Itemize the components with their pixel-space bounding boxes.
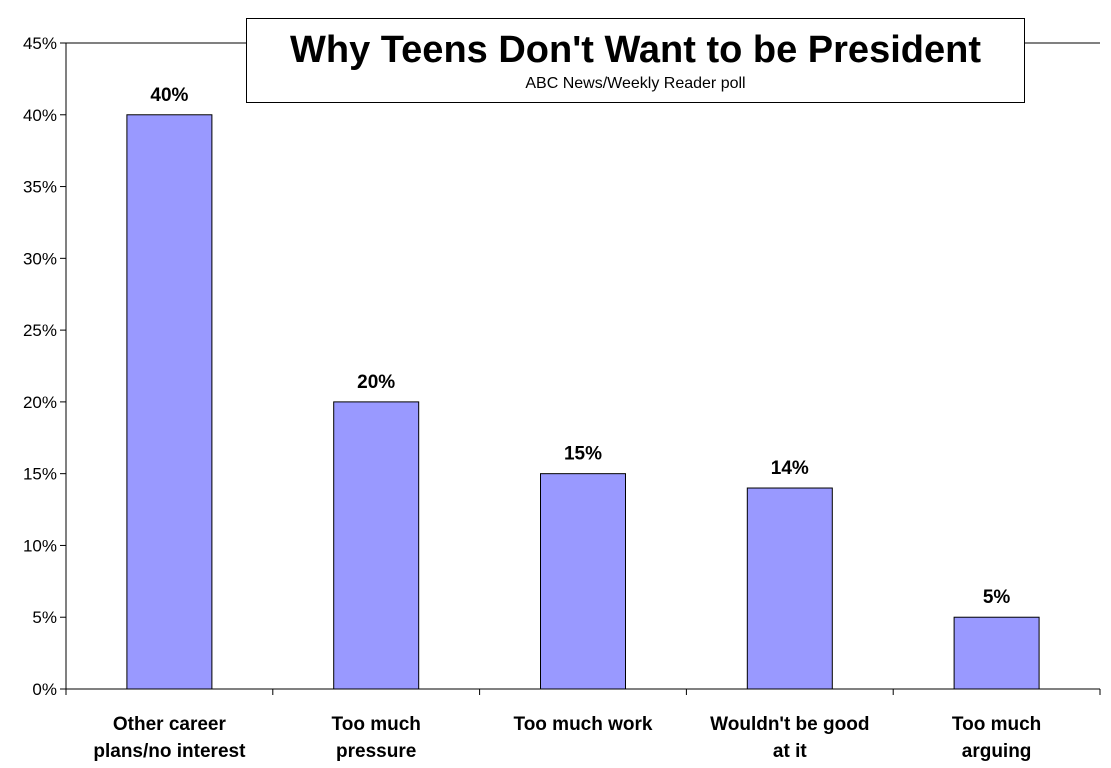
bar: [953, 616, 1040, 690]
chart-title: Why Teens Don't Want to be President: [290, 29, 981, 71]
chart-subtitle: ABC News/Weekly Reader poll: [525, 75, 746, 92]
y-tick-label: 5%: [32, 608, 57, 627]
data-label: 14%: [771, 458, 809, 479]
data-label: 40%: [150, 85, 188, 106]
y-tick-label: 45%: [23, 34, 57, 53]
x-category-label: Too much: [332, 714, 421, 735]
x-category-label: plans/no interest: [93, 741, 246, 762]
data-label: 5%: [983, 587, 1011, 608]
y-tick-label: 10%: [23, 536, 57, 555]
bar: [540, 473, 626, 690]
x-category-label: pressure: [336, 741, 416, 762]
x-category-label: at it: [773, 741, 807, 762]
y-tick-label: 15%: [23, 465, 57, 484]
bar: [333, 401, 420, 690]
chart-title-box: Why Teens Don't Want to be President ABC…: [246, 18, 1025, 103]
bar: [746, 487, 833, 690]
y-tick-label: 0%: [32, 680, 57, 699]
x-category-label: arguing: [962, 741, 1032, 762]
bar: [126, 114, 213, 690]
y-tick-label: 25%: [23, 321, 57, 340]
x-category-label: Other career: [113, 714, 227, 735]
y-tick-label: 35%: [23, 178, 57, 197]
y-tick-label: 30%: [23, 249, 57, 268]
x-category-label: Too much: [952, 714, 1041, 735]
data-label: 20%: [357, 372, 395, 393]
data-label: 15%: [564, 444, 602, 465]
x-category-label: Wouldn't be good: [710, 714, 869, 735]
x-category-label: Too much work: [514, 714, 653, 735]
y-tick-label: 40%: [23, 106, 57, 125]
y-tick-label: 20%: [23, 393, 57, 412]
